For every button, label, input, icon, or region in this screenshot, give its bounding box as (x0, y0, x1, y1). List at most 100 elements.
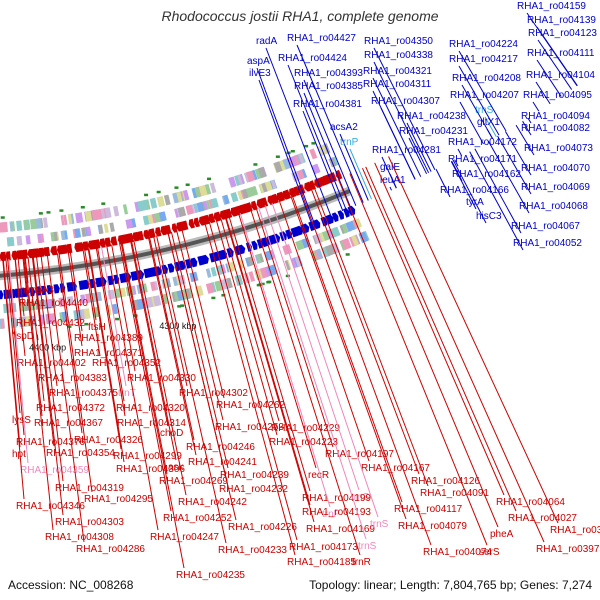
reverse-gene-label: ftsH (88, 322, 106, 333)
forward-gene-label: RHA1_ro04073 (524, 143, 593, 154)
reverse-gene-arrow (11, 250, 18, 260)
reverse-gene-label: RHA1_ro04308 (45, 532, 114, 543)
forward-leader-line (522, 120, 532, 136)
reverse-gene-arrow (99, 238, 106, 248)
reverse-leader-line (23, 257, 54, 531)
gc-marker (304, 144, 309, 148)
feature-track-inner2 (156, 195, 166, 208)
reverse-leader-line (220, 218, 280, 422)
feature-track-mid (341, 223, 349, 234)
feature-track-outer (205, 282, 215, 294)
gc-marker (84, 322, 89, 326)
forward-gene-label: aspA (247, 56, 270, 67)
reverse-leader-line (40, 255, 58, 387)
reverse-leader-line (24, 257, 43, 417)
reverse-leader-line (374, 162, 545, 543)
reverse-leader-line (290, 196, 407, 520)
backbone-line (0, 189, 351, 278)
forward-gene-arrow (95, 277, 102, 288)
reverse-leader-line (153, 235, 188, 387)
reverse-leader-line (133, 240, 187, 496)
reverse-gene-label: RHA1_ro04027 (508, 513, 577, 524)
feature-track-mid (154, 280, 159, 291)
forward-leader-line (435, 168, 451, 198)
forward-gene-arrow (324, 214, 334, 225)
reverse-gene-label: trnF (322, 509, 340, 520)
feature-track-inner (245, 187, 254, 198)
feature-track-outer (316, 248, 324, 260)
forward-gene-label: RHA1_ro04385 (294, 81, 363, 92)
reverse-leader-line (120, 242, 185, 569)
reverse-gene-label: RHA1_ro04079 (398, 521, 467, 532)
forward-gene-label: RHA1_ro04123 (528, 28, 597, 39)
reverse-leader-line (301, 192, 432, 546)
reverse-gene-label: RHA1_ro04299 (113, 451, 182, 462)
reverse-gene-arrow (87, 240, 96, 250)
feature-track-inner2 (67, 213, 73, 225)
forward-gene-label: RHA1_ro04207 (450, 90, 519, 101)
forward-gene-arrow (46, 285, 53, 295)
forward-gene-label: RHA1_ro04052 (513, 238, 582, 249)
feature-track-inner2 (60, 215, 65, 226)
reverse-leader-line (238, 213, 317, 469)
feature-track-inner2 (42, 217, 49, 228)
forward-gene-label: RHA1_ro04231 (399, 126, 468, 137)
reverse-gene-label: serS (479, 547, 500, 558)
feature-track-inner (185, 204, 194, 215)
forward-leader-line (461, 84, 494, 140)
reverse-gene-arrow (171, 223, 178, 233)
reverse-leader-line (239, 213, 331, 508)
forward-gene-label: RHA1_ro04139 (527, 15, 596, 26)
reverse-leader-line (349, 173, 499, 528)
reverse-gene-label: RHA1_ro04375 (49, 388, 118, 399)
forward-gene-arrow (308, 221, 316, 232)
feature-track-outer (176, 290, 183, 301)
forward-gene-label: RHA1_ro04095 (523, 90, 592, 101)
reverse-leader-line (362, 167, 505, 496)
reverse-leader-line (31, 256, 55, 447)
feature-track-mid (80, 294, 86, 304)
feature-track-inner (53, 231, 58, 242)
feature-track-outer (331, 242, 340, 254)
feature-track-inner (206, 200, 211, 210)
forward-gene-label: RHA1_ro04217 (449, 54, 518, 65)
feature-track-inner2 (237, 174, 243, 185)
reverse-gene-label: RHA1_ro04314 (117, 418, 186, 429)
reverse-leader-line (130, 240, 169, 427)
reverse-gene-label: RHA1_ro04223 (269, 437, 338, 448)
reverse-gene-label: RHA1_ro04169 (306, 524, 375, 535)
forward-leader-line (265, 47, 332, 216)
reverse-gene-label: hpt (12, 449, 26, 460)
reverse-leader-line (2, 259, 25, 500)
reverse-leader-line (258, 207, 367, 540)
feature-track-outer (131, 299, 139, 311)
forward-leader-line (450, 161, 477, 210)
reverse-leader-line (97, 247, 125, 402)
reverse-leader-line (170, 231, 229, 469)
feature-track-mid (107, 289, 116, 300)
feature-track-inner (230, 192, 239, 203)
forward-leader-line (287, 64, 347, 210)
reverse-leader-line (121, 242, 168, 475)
forward-gene-label: RHA1_ro04238 (397, 111, 466, 122)
reverse-leader-line (228, 216, 311, 492)
reverse-gene-label: RHA1_ro04253 (215, 422, 284, 433)
reverse-gene-label: RHA1_ro04376 (16, 437, 85, 448)
reverse-leader-line (5, 259, 21, 414)
forward-gene-label: RHA1_ro04427 (287, 33, 356, 44)
reverse-gene-arrow (42, 246, 51, 257)
reverse-gene-label: RHA1_ro04226 (228, 522, 297, 533)
forward-gene-label: RHA1_ro04069 (521, 182, 590, 193)
reverse-gene-label: RHA1_ro04167 (361, 463, 430, 474)
forward-gene-label: RHA1_ro04311 (363, 79, 432, 90)
reverse-leader-line (35, 255, 64, 482)
reverse-gene-arrow (176, 221, 184, 232)
feature-track-inner (37, 233, 43, 244)
reverse-leader-line (264, 205, 360, 491)
reverse-leader-line (106, 245, 159, 531)
feature-track-inner (237, 190, 244, 201)
reverse-leader-line (313, 187, 429, 487)
reverse-gene-label: RHA1_ro03975 (536, 544, 600, 555)
reverse-leader-line (208, 222, 298, 541)
